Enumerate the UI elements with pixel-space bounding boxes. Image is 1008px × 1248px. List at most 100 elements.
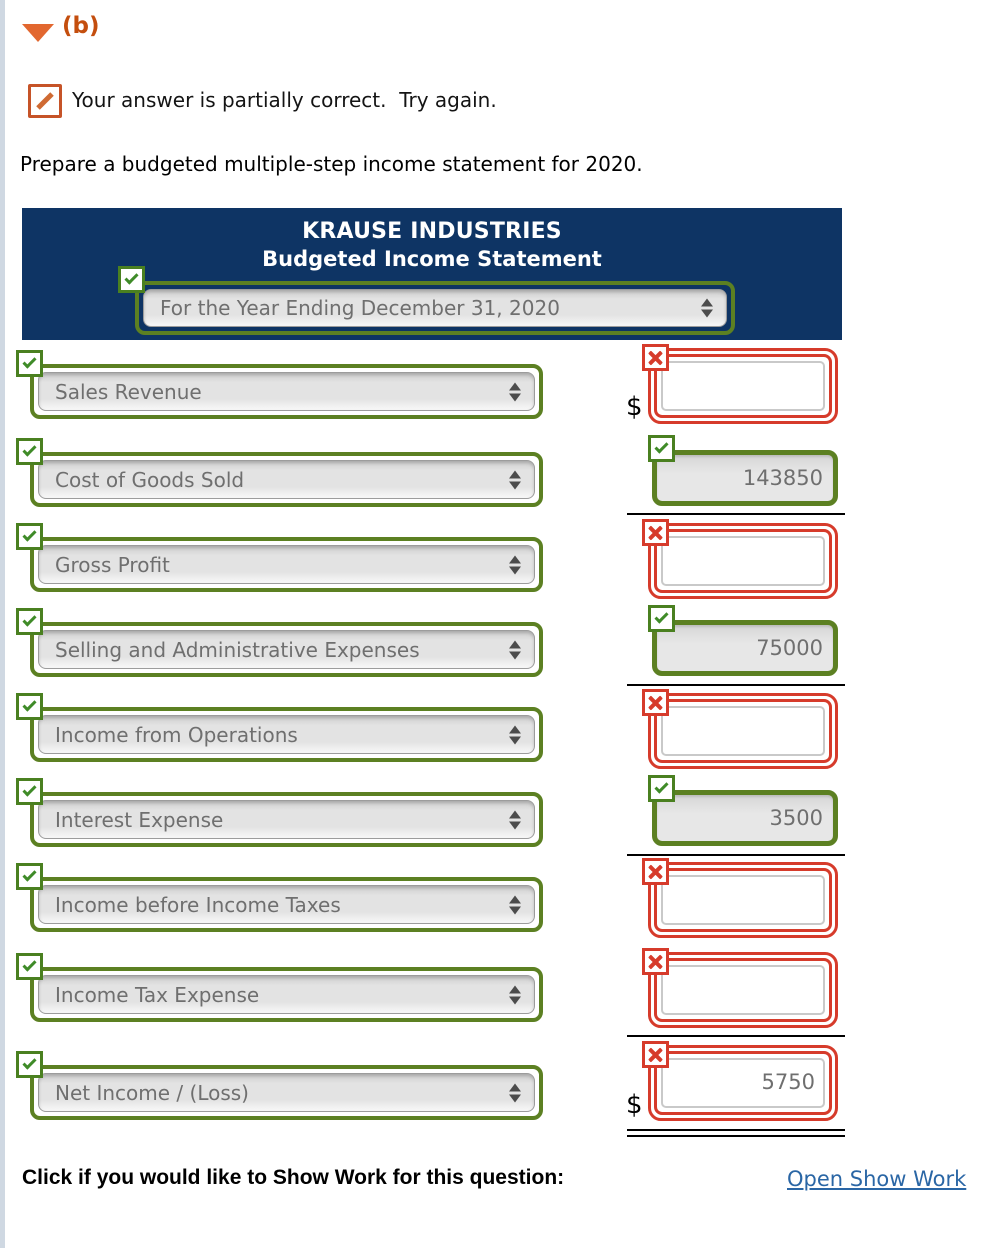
account-select-selling-admin-expenses[interactable]: Selling and Administrative Expenses (38, 630, 535, 669)
amount-incorrect-x-icon (642, 519, 669, 546)
amount-input-sales-revenue[interactable] (661, 361, 825, 411)
check-glyph (654, 779, 669, 794)
account-select-wrap: Income from Operations (30, 707, 543, 762)
select-arrows-icon (509, 810, 521, 829)
amount-incorrect-x-icon (642, 344, 669, 371)
label-correct-check-icon (16, 608, 43, 635)
label-correct-check-icon (16, 693, 43, 720)
account-select-wrap: Income Tax Expense (30, 967, 543, 1022)
select-arrows-icon (509, 725, 521, 744)
account-select-wrap: Cost of Goods Sold (30, 452, 543, 507)
amount-input-wrap (648, 862, 838, 938)
select-arrows-icon (509, 640, 521, 659)
amount-input-selling-admin-expenses[interactable]: 75000 (652, 620, 838, 676)
show-work-label: Click if you would like to Show Work for… (22, 1166, 565, 1189)
select-arrows-icon (509, 1083, 521, 1102)
amount-incorrect-x-icon (642, 1041, 669, 1068)
select-arrows-icon (509, 895, 521, 914)
double-ruling-line (627, 1129, 845, 1137)
check-glyph (22, 442, 37, 457)
account-select-sales-revenue[interactable]: Sales Revenue (38, 372, 535, 411)
amount-input-wrap (648, 952, 838, 1028)
period-correct-check-icon (118, 266, 145, 293)
question-prompt: Prepare a budgeted multiple-step income … (20, 152, 643, 176)
check-glyph (22, 957, 37, 972)
amount-input-inner (654, 529, 832, 593)
label-correct-check-icon (16, 350, 43, 377)
select-arrows-icon (701, 298, 713, 318)
account-select-income-before-taxes[interactable]: Income before Income Taxes (38, 885, 535, 924)
amount-input-interest-expense[interactable]: 3500 (652, 790, 838, 846)
account-select-value: Cost of Goods Sold (55, 467, 245, 492)
check-glyph (22, 1055, 37, 1070)
check-glyph (654, 439, 669, 454)
account-select-income-tax-expense[interactable]: Income Tax Expense (38, 975, 535, 1014)
check-glyph (22, 867, 37, 882)
pencil-icon (28, 84, 62, 118)
account-select-value: Selling and Administrative Expenses (55, 637, 420, 662)
period-select[interactable]: For the Year Ending December 31, 2020 (143, 289, 727, 327)
amount-input-inner: 5750 (654, 1051, 832, 1115)
select-arrows-icon (509, 555, 521, 574)
account-select-cost-of-goods-sold[interactable]: Cost of Goods Sold (38, 460, 535, 499)
open-show-work-link[interactable]: Open Show Work (787, 1167, 967, 1191)
account-select-wrap: Income before Income Taxes (30, 877, 543, 932)
select-arrows-icon (509, 382, 521, 401)
collapse-triangle-icon[interactable] (22, 24, 54, 42)
amount-input-inner (654, 354, 832, 418)
ruling-line (627, 1035, 845, 1037)
ruling-line (627, 854, 845, 856)
label-correct-check-icon (16, 953, 43, 980)
label-correct-check-icon (16, 1051, 43, 1078)
account-select-value: Gross Profit (55, 552, 170, 577)
account-select-net-income-loss[interactable]: Net Income / (Loss) (38, 1073, 535, 1112)
amount-input-income-tax-expense[interactable] (661, 965, 825, 1015)
check-glyph (124, 270, 139, 285)
account-select-value: Income Tax Expense (55, 982, 260, 1007)
account-select-wrap: Gross Profit (30, 537, 543, 592)
statement-title: Budgeted Income Statement (262, 247, 602, 271)
label-correct-check-icon (16, 523, 43, 550)
label-correct-check-icon (16, 863, 43, 890)
account-select-wrap: Interest Expense (30, 792, 543, 847)
select-arrows-icon (509, 470, 521, 489)
account-select-income-from-operations[interactable]: Income from Operations (38, 715, 535, 754)
amount-input-wrap (648, 523, 838, 599)
currency-symbol: $ (626, 392, 643, 422)
amount-input-gross-profit[interactable] (661, 536, 825, 586)
account-select-wrap: Selling and Administrative Expenses (30, 622, 543, 677)
account-select-wrap: Net Income / (Loss) (30, 1065, 543, 1120)
check-glyph (22, 782, 37, 797)
amount-correct-check-icon (648, 435, 675, 462)
amount-input-income-from-operations[interactable] (661, 706, 825, 756)
account-select-value: Net Income / (Loss) (55, 1080, 249, 1105)
select-arrows-icon (509, 985, 521, 1004)
amount-input-income-before-taxes[interactable] (661, 875, 825, 925)
amount-input-inner (654, 699, 832, 763)
section-label: (b) (62, 13, 100, 39)
period-select-wrap: For the Year Ending December 31, 2020 (135, 281, 735, 335)
ruling-line (627, 513, 845, 515)
account-select-value: Interest Expense (55, 807, 224, 832)
amount-correct-check-icon (648, 775, 675, 802)
amount-input-wrap (648, 348, 838, 424)
feedback-message: Your answer is partially correct. Try ag… (72, 88, 497, 112)
amount-incorrect-x-icon (642, 858, 669, 885)
amount-input-cost-of-goods-sold[interactable]: 143850 (652, 450, 838, 506)
pencil-glyph (36, 92, 54, 110)
label-correct-check-icon (16, 438, 43, 465)
amount-input-wrap (648, 693, 838, 769)
account-select-interest-expense[interactable]: Interest Expense (38, 800, 535, 839)
amount-input-wrap: 5750 (648, 1045, 838, 1121)
account-select-wrap: Sales Revenue (30, 364, 543, 419)
amount-input-inner (654, 958, 832, 1022)
check-glyph (22, 527, 37, 542)
amount-input-inner (654, 868, 832, 932)
account-select-gross-profit[interactable]: Gross Profit (38, 545, 535, 584)
account-select-value: Sales Revenue (55, 379, 202, 404)
label-correct-check-icon (16, 778, 43, 805)
amount-input-net-income-loss[interactable]: 5750 (661, 1058, 825, 1108)
ruling-line (627, 684, 845, 686)
account-select-value: Income before Income Taxes (55, 892, 341, 917)
